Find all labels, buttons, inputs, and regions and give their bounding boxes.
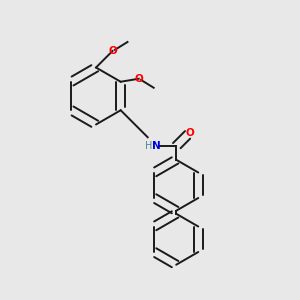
Text: H: H: [146, 141, 153, 151]
Text: O: O: [185, 128, 194, 138]
Text: O: O: [134, 74, 143, 84]
Text: O: O: [108, 46, 117, 56]
Text: N: N: [152, 141, 161, 151]
